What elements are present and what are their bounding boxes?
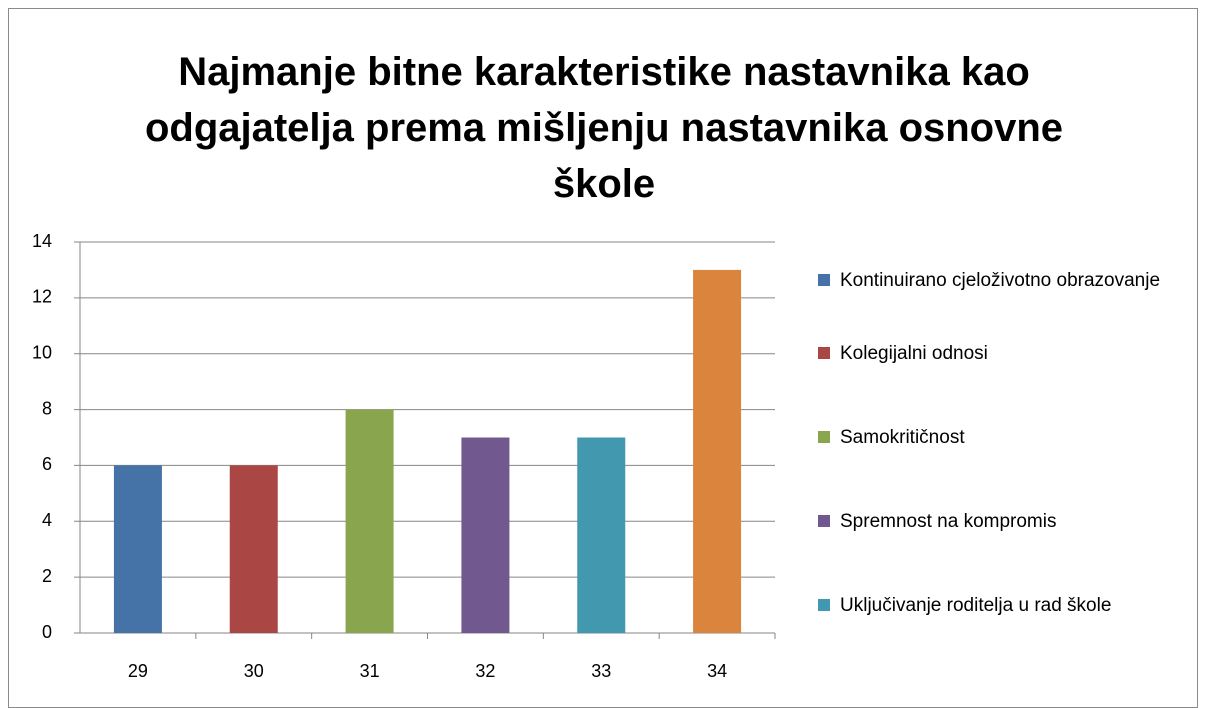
bar xyxy=(461,437,510,633)
y-tick-label: 12 xyxy=(32,287,52,307)
y-tick-label: 8 xyxy=(42,398,52,418)
legend-label: Kolegijalni odnosi xyxy=(840,343,988,364)
legend-label: Uključivanje roditelja u rad škole xyxy=(840,595,1112,616)
y-tick-label: 14 xyxy=(32,231,52,251)
bar xyxy=(345,409,394,633)
legend-swatch xyxy=(818,347,830,359)
bar xyxy=(229,465,278,633)
bar xyxy=(113,465,162,633)
x-tick-label: 30 xyxy=(244,661,264,681)
legend-swatch xyxy=(818,515,830,527)
legend-label: Kontinuirano cjeloživotno obrazovanje xyxy=(840,270,1161,291)
bar xyxy=(577,437,626,633)
y-tick-label: 0 xyxy=(42,622,52,642)
legend-entry: Kolegijalni odnosi xyxy=(818,338,1198,369)
y-tick-label: 2 xyxy=(42,566,52,586)
y-tick-label: 10 xyxy=(32,342,52,362)
chart-title: Najmanje bitne karakteristike nastavnika… xyxy=(144,50,1064,206)
page: Najmanje bitne karakteristike nastavnika… xyxy=(8,8,1198,708)
legend-entry: Spremnost na kompromis xyxy=(818,506,1198,537)
bar xyxy=(693,269,742,633)
legend-swatch xyxy=(818,431,830,443)
legend-swatch xyxy=(818,599,830,611)
legend-swatch xyxy=(818,274,830,286)
legend-entry: Uključivanje roditelja u rad škole xyxy=(818,590,1198,621)
legend-label: Samokritičnost xyxy=(840,427,965,448)
y-tick-label: 6 xyxy=(42,454,52,474)
legend-label: Spremnost na kompromis xyxy=(840,511,1057,532)
y-tick-label: 4 xyxy=(42,510,52,530)
x-tick-label: 34 xyxy=(707,661,727,681)
x-tick-label: 32 xyxy=(475,661,495,681)
x-tick-label: 29 xyxy=(128,661,148,681)
legend-entry: Kontinuirano cjeloživotno obrazovanje xyxy=(818,265,1198,296)
chart: 0 2 4 6 8 10 12 14 29 30 31 32 33 34 xyxy=(32,231,776,681)
x-tick-label: 33 xyxy=(591,661,611,681)
legend-entry: Samokritičnost xyxy=(818,422,1198,453)
x-tick-label: 31 xyxy=(360,661,380,681)
